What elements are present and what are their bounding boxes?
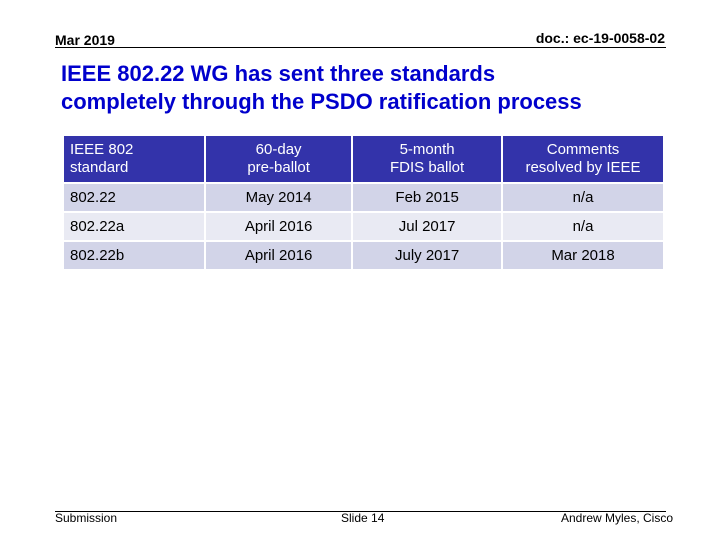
footer-rule	[55, 511, 666, 512]
header-cell-line: standard	[70, 159, 129, 176]
header-cell-line: 5-month	[399, 141, 455, 158]
table-row: 802.22b April 2016 July 2017 Mar 2018	[62, 240, 665, 271]
table-cell-comments: n/a	[501, 182, 665, 213]
header-cell-comments: Comments resolved by IEEE	[501, 134, 665, 184]
header-date: Mar 2019	[55, 32, 115, 48]
table-cell-standard: 802.22b	[62, 240, 206, 271]
table-cell-standard: 802.22	[62, 182, 206, 213]
header-cell-line: Comments	[546, 141, 620, 158]
slide-title: IEEE 802.22 WG has sent three standards …	[61, 60, 681, 116]
table-cell-fdis-ballot: Feb 2015	[351, 182, 503, 213]
slide-title-line-2: completely through the PSDO ratification…	[61, 89, 582, 114]
header-cell-fdis-ballot: 5-month FDIS ballot	[351, 134, 503, 184]
header-cell-line: 60-day	[255, 141, 302, 158]
header-cell-standard: IEEE 802 standard	[62, 134, 206, 184]
header-cell-pre-ballot: 60-day pre-ballot	[203, 134, 354, 184]
header-cell-line: resolved by IEEE	[525, 159, 641, 176]
table-row: 802.22a April 2016 Jul 2017 n/a	[62, 211, 665, 242]
header-cell-line: IEEE 802	[70, 141, 134, 158]
header-cell-line: FDIS ballot	[390, 159, 465, 176]
standards-table: IEEE 802 standard 60-day pre-ballot 5-mo…	[62, 134, 665, 271]
header-cell-line: pre-ballot	[247, 159, 310, 176]
slide-title-line-1: IEEE 802.22 WG has sent three standards	[61, 61, 496, 86]
table-cell-fdis-ballot: July 2017	[351, 240, 503, 271]
table-cell-standard: 802.22a	[62, 211, 206, 242]
table-cell-comments: Mar 2018	[501, 240, 665, 271]
footer-author: Andrew Myles, Cisco	[560, 511, 673, 525]
table-cell-pre-ballot: April 2016	[203, 240, 354, 271]
table-cell-comments: n/a	[501, 211, 665, 242]
footer-slide-number: Slide 14	[341, 511, 385, 525]
table-cell-pre-ballot: April 2016	[203, 211, 354, 242]
table-cell-pre-ballot: May 2014	[203, 182, 354, 213]
header-rule	[55, 47, 666, 48]
table-cell-fdis-ballot: Jul 2017	[351, 211, 503, 242]
footer-submission: Submission	[55, 511, 118, 525]
header-doc-id: doc.: ec-19-0058-02	[535, 30, 665, 46]
table-row: 802.22 May 2014 Feb 2015 n/a	[62, 182, 665, 213]
table-header-row: IEEE 802 standard 60-day pre-ballot 5-mo…	[62, 134, 665, 184]
